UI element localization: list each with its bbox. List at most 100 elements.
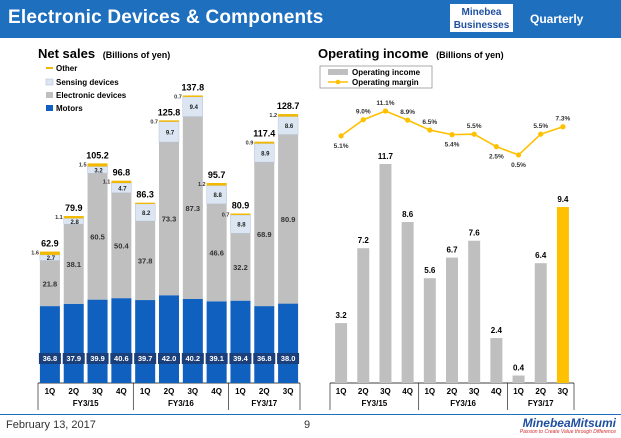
op-income-tick-label: 4Q bbox=[402, 387, 413, 396]
net-sales-electronic-label: 38.1 bbox=[66, 260, 81, 269]
op-margin-label: 6.5% bbox=[422, 119, 437, 126]
segment-badge: Minebea Businesses bbox=[449, 3, 514, 33]
header-bar: Electronic Devices & Components Minebea … bbox=[0, 0, 621, 38]
net-sales-motors-label-box bbox=[181, 353, 204, 364]
op-income-bar bbox=[335, 323, 348, 383]
net-sales-motors-label: 39.9 bbox=[90, 354, 105, 363]
net-sales-motors-label: 37.9 bbox=[66, 354, 81, 363]
net-sales-other-label: 0.9 bbox=[246, 141, 254, 147]
op-income-bar bbox=[379, 163, 392, 383]
net-sales-tick-label: 3Q bbox=[92, 387, 103, 396]
op-income-value-label: 6.4 bbox=[535, 251, 547, 260]
net-sales-tick-label: 4Q bbox=[116, 387, 127, 396]
net-sales-total-label: 96.8 bbox=[113, 168, 131, 178]
legend-label-motors: Motors bbox=[56, 104, 83, 113]
op-margin-point bbox=[382, 108, 389, 114]
net-sales-sensing-label: 2.7 bbox=[47, 256, 56, 262]
net-sales-motors-label: 36.8 bbox=[43, 354, 58, 363]
net-sales-title: Net sales bbox=[38, 46, 95, 61]
footer-divider bbox=[0, 414, 621, 415]
net-sales-motors-label-box bbox=[134, 353, 157, 364]
net-sales-tick-label: 3Q bbox=[283, 387, 294, 396]
net-sales-bar-motors bbox=[111, 298, 132, 383]
net-sales-motors-label: 42.0 bbox=[162, 354, 177, 363]
net-sales-electronic-label: 50.4 bbox=[114, 242, 129, 251]
net-sales-bar-motors bbox=[206, 301, 227, 383]
net-sales-total-label: 128.7 bbox=[277, 101, 300, 111]
net-sales-motors-label: 38.0 bbox=[281, 354, 296, 363]
legend-label-operating-margin: Operating margin bbox=[352, 78, 419, 87]
net-sales-other-label: 1.2 bbox=[269, 113, 277, 119]
op-margin-point bbox=[427, 127, 433, 133]
net-sales-motors-label: 39.4 bbox=[233, 354, 248, 363]
net-sales-group-label: FY3/17 bbox=[251, 399, 277, 408]
net-sales-electronic-label: 37.8 bbox=[138, 257, 153, 266]
legend-swatch-sensing bbox=[45, 78, 54, 86]
operating-income-plot: 3.2 1Q 7.2 2Q 11.7 3Q 8.6 4Q 5.6 1Q 6.7 2Q 7.6 3Q 2.4 4… bbox=[329, 100, 575, 410]
net-sales-bar-other bbox=[182, 95, 203, 97]
net-sales-motors-label: 40.2 bbox=[186, 354, 201, 363]
op-income-value-label: 5.6 bbox=[424, 266, 436, 275]
op-margin-label: 11.1% bbox=[376, 100, 394, 107]
net-sales-tick-label: 2Q bbox=[68, 387, 79, 396]
op-margin-label: 0.5% bbox=[511, 162, 526, 169]
op-income-bar bbox=[446, 257, 458, 383]
net-sales-electronic-label: 87.3 bbox=[186, 204, 201, 213]
net-sales-bar-motors bbox=[63, 303, 84, 383]
segment-badge-line1: Minebea bbox=[461, 7, 502, 18]
segment-badge-line2: Businesses bbox=[453, 20, 510, 31]
net-sales-motors-label: 39.7 bbox=[138, 354, 153, 363]
net-sales-bar-motors bbox=[159, 295, 179, 383]
op-margin-point bbox=[538, 131, 544, 137]
net-sales-bar-other bbox=[39, 251, 60, 255]
net-sales-total-label: 62.9 bbox=[41, 239, 59, 249]
net-sales-total-label: 80.9 bbox=[232, 201, 250, 211]
legend-swatch-other bbox=[46, 67, 53, 69]
net-sales-bar-other bbox=[278, 114, 299, 117]
legend-marker-operating-margin bbox=[335, 79, 341, 85]
op-margin-label: 8.9% bbox=[400, 109, 415, 116]
op-income-bar bbox=[468, 240, 481, 383]
net-sales-bar-electronic-devices bbox=[206, 203, 227, 302]
net-sales-electronic-label: 21.8 bbox=[43, 279, 58, 288]
net-sales-bar-electronic-devices bbox=[254, 162, 275, 307]
op-margin-line-connector bbox=[496, 145, 519, 156]
op-income-tick-label: 3Q bbox=[380, 387, 391, 396]
legend-label-operating-income: Operating income bbox=[352, 68, 421, 77]
net-sales-bar-motors bbox=[230, 300, 251, 383]
net-sales-sensing-label: 8.9 bbox=[261, 151, 270, 157]
net-sales-other-label: 1.6 bbox=[31, 251, 39, 257]
net-sales-motors-label-box bbox=[253, 353, 276, 364]
op-income-group-label: FY3/15 bbox=[361, 399, 387, 408]
net-sales-motors-label: 36.8 bbox=[257, 354, 272, 363]
net-sales-tick-label: 2Q bbox=[259, 387, 270, 396]
logo-wordmark: MinebeaMitsumi bbox=[522, 416, 616, 430]
op-margin-label: 5.1% bbox=[334, 143, 349, 150]
company-logo: MinebeaMitsumi Passion to Create Value t… bbox=[516, 417, 616, 436]
op-income-value-label: 8.6 bbox=[402, 210, 414, 219]
operating-income-unit: (Billions of yen) bbox=[436, 50, 504, 60]
legend-label-other: Other bbox=[56, 64, 77, 73]
net-sales-total-label: 137.8 bbox=[182, 82, 205, 92]
net-sales-bar-other bbox=[159, 120, 179, 122]
net-sales-sensing-label: 8.8 bbox=[237, 223, 246, 229]
net-sales-plot: 36.821.82.71.662.91Q37.938.12.81.179.92Q… bbox=[31, 82, 301, 410]
net-sales-bar-motors bbox=[39, 306, 60, 383]
net-sales-bar-electronic-devices bbox=[39, 260, 60, 307]
net-sales-other-label: 1.1 bbox=[55, 215, 63, 221]
op-income-bar bbox=[423, 278, 436, 383]
op-income-bar bbox=[357, 248, 370, 383]
net-sales-total-label: 117.4 bbox=[253, 129, 275, 139]
net-sales-bar-sensing-devices bbox=[230, 214, 251, 234]
net-sales-tick-label: 4Q bbox=[211, 387, 222, 396]
op-margin-label: 5.5% bbox=[467, 123, 482, 130]
net-sales-other-label: 0.7 bbox=[222, 213, 230, 219]
legend-label-sensing: Sensing devices bbox=[56, 78, 119, 87]
net-sales-motors-label-box bbox=[205, 353, 228, 364]
net-sales-sensing-label: 3.2 bbox=[94, 168, 103, 174]
op-income-tick-label: 4Q bbox=[491, 387, 502, 396]
net-sales-tick-label: 3Q bbox=[187, 387, 198, 396]
net-sales-electronic-label: 60.5 bbox=[90, 232, 105, 241]
legend-swatch-motors bbox=[46, 105, 53, 111]
net-sales-bar-electronic-devices bbox=[230, 233, 251, 301]
